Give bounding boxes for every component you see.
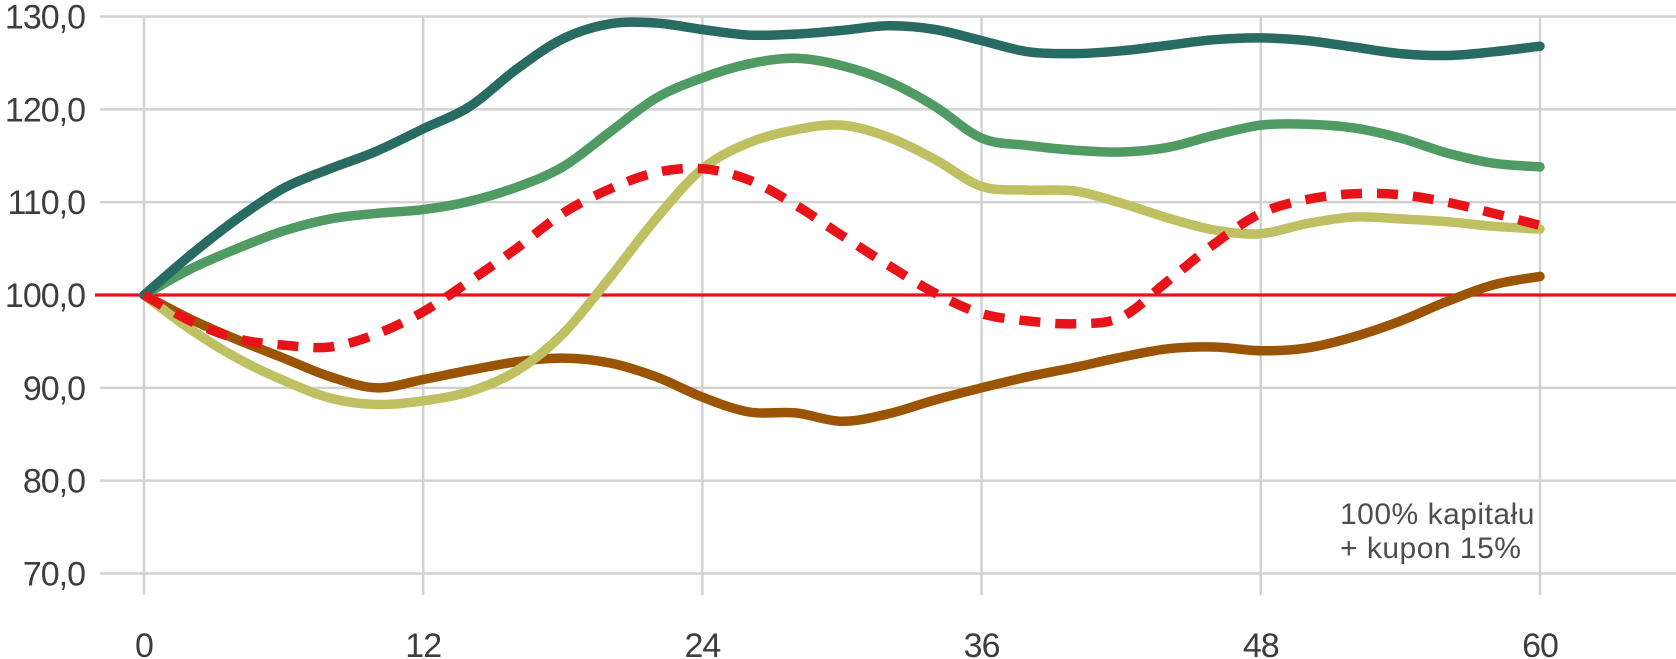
series-red-dashed-line xyxy=(141,163,1542,353)
annotation: 100% kapitału + kupon 15% xyxy=(1340,498,1535,565)
gridlines xyxy=(100,15,1676,595)
y-axis-tick-labels: 130,0 120,0 110,0 100,0 90,0 80,0 70,0 xyxy=(5,0,86,593)
x-tick-label-60: 60 xyxy=(1522,627,1558,659)
series-brown-line xyxy=(139,271,1545,427)
series-olive-line xyxy=(139,120,1545,410)
y-tick-label-100: 100,0 xyxy=(5,277,85,315)
x-axis-tick-labels: 0 12 24 36 48 60 xyxy=(135,627,1559,659)
x-tick-label-48: 48 xyxy=(1243,627,1279,659)
series-teal-line xyxy=(139,17,1545,300)
y-tick-label-70: 70,0 xyxy=(23,555,85,593)
x-tick-label-12: 12 xyxy=(405,627,441,659)
x-tick-label-24: 24 xyxy=(684,627,720,659)
y-tick-label-80: 80,0 xyxy=(23,463,85,501)
annotation-line-2: + kupon 15% xyxy=(1340,532,1521,565)
annotation-line-1: 100% kapitału xyxy=(1340,498,1535,531)
series-lines xyxy=(139,17,1545,427)
y-tick-label-130: 130,0 xyxy=(5,0,85,37)
x-tick-label-36: 36 xyxy=(964,627,1000,659)
y-tick-label-110: 110,0 xyxy=(7,184,85,222)
y-tick-label-90: 90,0 xyxy=(23,370,85,408)
y-tick-label-120: 120,0 xyxy=(5,91,85,129)
x-tick-label-0: 0 xyxy=(135,627,153,659)
series-green-line xyxy=(139,53,1545,300)
